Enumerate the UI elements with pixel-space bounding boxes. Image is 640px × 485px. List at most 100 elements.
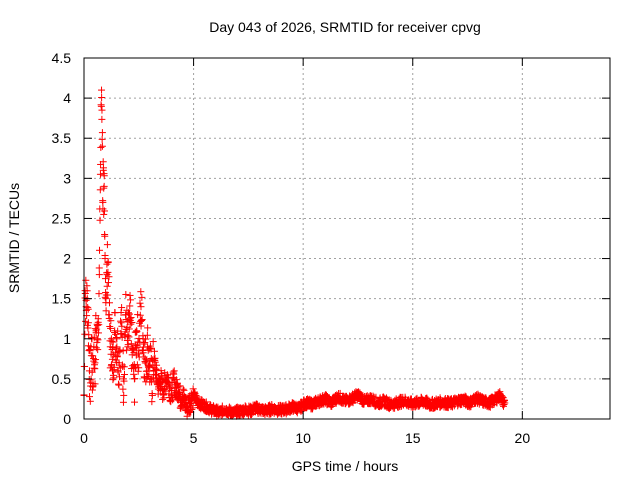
data-point: [104, 268, 112, 276]
data-point: [84, 324, 92, 332]
data-point: [172, 376, 180, 384]
data-point: [98, 129, 106, 137]
data-points: [80, 86, 509, 420]
y-tick-label: 3: [63, 170, 71, 186]
data-point: [113, 343, 121, 351]
data-point: [145, 371, 153, 379]
data-point: [127, 340, 135, 348]
y-tick-label: 2: [63, 251, 71, 267]
data-point: [119, 347, 127, 355]
y-tick-label: 3.5: [52, 130, 72, 146]
data-point: [163, 378, 171, 386]
data-point: [100, 184, 108, 192]
data-point: [133, 344, 141, 352]
data-point: [112, 344, 120, 352]
data-point: [117, 329, 125, 337]
data-point: [180, 386, 188, 394]
data-point: [125, 333, 133, 341]
data-point: [127, 320, 135, 328]
data-point: [130, 370, 138, 378]
data-point: [136, 311, 144, 319]
data-point: [86, 397, 94, 405]
data-point: [136, 299, 144, 307]
data-point: [96, 246, 104, 254]
data-point: [128, 318, 136, 326]
data-point: [113, 352, 121, 360]
data-point: [133, 328, 141, 336]
data-point: [94, 346, 102, 354]
data-point: [116, 373, 124, 381]
data-point: [120, 377, 128, 385]
data-point: [102, 307, 110, 315]
data-point: [95, 271, 103, 279]
y-tick-label: 1: [63, 331, 71, 347]
data-point: [92, 356, 100, 364]
data-point: [131, 375, 139, 383]
data-point: [126, 291, 134, 299]
data-point: [135, 334, 143, 342]
x-tick-label: 20: [515, 430, 531, 446]
data-point: [312, 403, 320, 411]
data-point: [123, 336, 131, 344]
data-point: [143, 374, 151, 382]
data-point: [143, 367, 151, 375]
data-point: [94, 329, 102, 337]
data-point: [101, 207, 109, 215]
data-point: [134, 350, 142, 358]
data-point: [91, 365, 99, 373]
data-point: [120, 391, 128, 399]
data-point: [117, 309, 125, 317]
data-point: [92, 312, 100, 320]
data-point: [170, 367, 178, 375]
data-point: [93, 325, 101, 333]
x-tick-label: 5: [190, 430, 198, 446]
data-point: [83, 287, 91, 295]
data-point: [159, 395, 167, 403]
data-point: [99, 158, 107, 166]
data-point: [147, 342, 155, 350]
data-point: [111, 309, 119, 317]
data-point: [125, 310, 133, 318]
data-point: [176, 382, 184, 390]
data-point: [86, 347, 94, 355]
data-point: [96, 186, 104, 194]
data-point: [120, 363, 128, 371]
x-tick-label: 15: [405, 430, 421, 446]
data-point: [145, 362, 153, 370]
data-point: [103, 241, 111, 249]
data-point: [501, 397, 509, 405]
data-point: [106, 322, 114, 330]
data-point: [153, 361, 161, 369]
data-point: [107, 350, 115, 358]
data-point: [124, 341, 132, 349]
data-point: [121, 371, 129, 379]
data-point: [98, 86, 106, 94]
data-point: [90, 364, 98, 372]
y-tick-label: 4.5: [52, 50, 72, 66]
x-axis-label: GPS time / hours: [292, 458, 399, 474]
data-point: [116, 346, 124, 354]
data-point: [105, 311, 113, 319]
data-point: [88, 386, 96, 394]
y-axis-label: SRMTID / TECUs: [6, 183, 22, 293]
data-point: [114, 368, 122, 376]
data-point: [138, 293, 146, 301]
data-point: [110, 363, 118, 371]
data-point: [124, 332, 132, 340]
data-point: [87, 343, 95, 351]
y-tick-label: 1.5: [52, 291, 72, 307]
data-point: [218, 402, 226, 410]
y-tick-label: 0.5: [52, 371, 72, 387]
chart-title: Day 043 of 2026, SRMTID for receiver cpv…: [209, 19, 481, 35]
data-point: [148, 391, 156, 399]
data-point: [118, 304, 126, 312]
data-point: [106, 299, 114, 307]
data-point: [98, 94, 106, 102]
data-point: [117, 319, 125, 327]
data-point: [101, 275, 109, 283]
data-point: [152, 365, 160, 373]
data-point: [143, 356, 151, 364]
data-point: [134, 367, 142, 375]
data-point: [126, 302, 134, 310]
